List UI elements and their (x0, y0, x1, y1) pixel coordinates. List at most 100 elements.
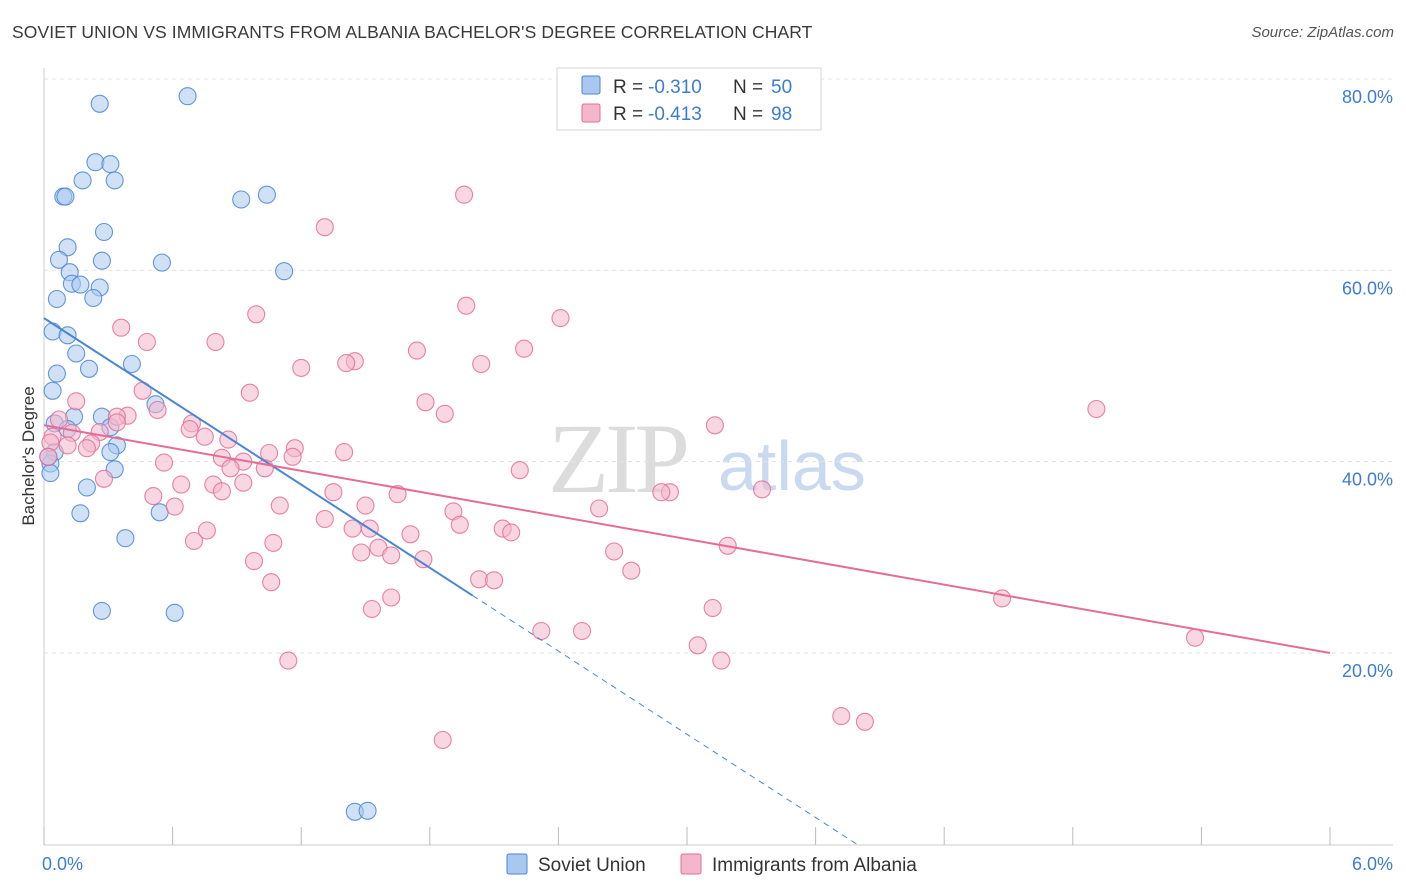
albania-point-86 (532, 621, 551, 641)
albania-point-78 (622, 561, 641, 580)
soviet-point-13 (92, 251, 111, 270)
bottom-legend-swatch-albania (680, 853, 702, 875)
albania-point-94 (433, 730, 452, 750)
series-legend: Soviet Union Immigrants from Albania (506, 853, 917, 876)
albania-point-61 (315, 509, 334, 529)
albania-point-20 (435, 404, 454, 423)
x-tick-label-min: 0.0% (42, 854, 83, 874)
albania-point-69 (264, 533, 283, 552)
albania-point-93 (855, 712, 874, 731)
albania-point-17 (67, 392, 86, 411)
legend-r-label-2: R = (613, 104, 643, 125)
soviet-point-9 (257, 185, 276, 204)
albania-point-8 (407, 341, 426, 360)
soviet-point-3 (101, 155, 120, 174)
soviet-point-22 (43, 322, 62, 341)
albania-point-82 (382, 588, 401, 607)
albania-point-59 (590, 499, 609, 518)
soviet-point-48 (358, 801, 377, 820)
albania-point-0 (455, 185, 474, 204)
albania-point-2 (457, 296, 476, 315)
correlation-legend: R = -0.310 N = 50 R = -0.413 N = 98 (556, 67, 822, 131)
soviet-point-41 (77, 478, 96, 497)
legend-r-value-2: -0.413 (648, 104, 702, 125)
albania-point-5 (112, 318, 131, 337)
legend-r-value-1: -0.310 (648, 77, 702, 98)
albania-point-28 (180, 420, 199, 439)
albania-point-50 (324, 483, 343, 502)
albania-point-57 (356, 496, 375, 515)
soviet-point-28 (43, 381, 62, 400)
soviet-point-0 (90, 94, 109, 113)
legend-n-label-1: N = (733, 77, 763, 98)
soviet-point-46 (165, 603, 184, 622)
soviet-point-36 (101, 443, 120, 462)
albania-point-3 (551, 309, 570, 328)
albania-point-34 (77, 439, 96, 458)
albania-point-79 (470, 570, 489, 589)
axes: 20.0% 40.0% 60.0% 80.0% (43, 68, 1393, 846)
albania-point-13 (337, 354, 356, 373)
y-tick-label-40: 40.0% (1342, 470, 1393, 490)
albania-point-75 (605, 542, 624, 561)
watermark-atlas: atlas (718, 427, 866, 505)
trend-lines (43, 317, 1331, 846)
legend-swatch-albania (581, 103, 601, 123)
soviet-point-12 (49, 250, 69, 269)
albania-point-35 (58, 436, 77, 455)
albania-point-58 (270, 496, 289, 515)
albania-point-19 (148, 400, 167, 420)
gridlines (44, 78, 1393, 654)
y-tick-label-20: 20.0% (1342, 661, 1393, 681)
soviet-point-2 (86, 153, 105, 172)
albania-point-68 (502, 523, 521, 542)
soviet-point-7 (56, 187, 75, 206)
soviet-point-10 (94, 222, 114, 242)
albania-point-83 (362, 599, 381, 619)
albania-point-62 (450, 515, 469, 534)
soviet-point-45 (92, 601, 111, 620)
legend-swatch-soviet (581, 75, 601, 95)
bottom-legend-swatch-soviet (506, 853, 528, 875)
albania-point-89 (688, 636, 707, 655)
soviet-point-25 (79, 359, 99, 378)
albania-point-37 (335, 443, 354, 462)
albania-point-12 (292, 358, 311, 377)
soviet-point-5 (105, 171, 124, 190)
albania-point-84 (993, 589, 1012, 608)
albania-point-23 (49, 410, 69, 429)
albania-point-67 (401, 525, 420, 544)
albania-point-41 (154, 453, 174, 472)
soviet-trend-line (43, 317, 474, 597)
legend-n-label-2: N = (733, 104, 763, 125)
legend-n-value-2: 98 (771, 104, 792, 125)
bottom-legend-label-soviet: Soviet Union (538, 855, 646, 876)
albania-point-64 (343, 519, 362, 538)
soviet-trend-extension (472, 595, 859, 846)
albania-point-65 (197, 521, 216, 540)
albania-point-55 (752, 480, 772, 499)
soviet-point-8 (232, 190, 251, 209)
soviet-point-43 (150, 503, 169, 522)
legend-r-label-1: R = (613, 77, 643, 98)
albania-point-6 (137, 332, 156, 352)
soviet-point-14 (152, 253, 171, 272)
albania-point-85 (703, 598, 722, 618)
soviet-point-24 (67, 344, 86, 363)
y-axis-title: Bachelor's Degree (19, 386, 38, 525)
albania-point-70 (184, 531, 204, 551)
albania-point-45 (510, 461, 529, 480)
albania-trend-line (43, 424, 1331, 654)
soviet-point-4 (73, 171, 92, 190)
soviet-point-42 (71, 504, 90, 523)
albania-point-9 (515, 339, 534, 358)
y-tick-label-80: 80.0% (1342, 87, 1393, 107)
albania-point-18 (1087, 399, 1106, 419)
albania-point-11 (472, 354, 491, 374)
albania-point-91 (279, 651, 298, 670)
albania-point-53 (144, 487, 163, 506)
albania-point-25 (107, 413, 126, 432)
albania-point-80 (485, 571, 504, 590)
soviet-point-20 (84, 288, 103, 308)
